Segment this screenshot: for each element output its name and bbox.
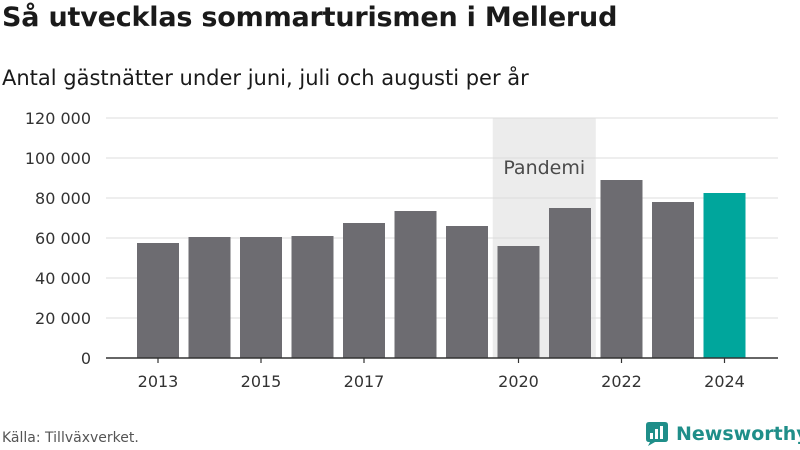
chart-title: Så utvecklas sommarturismen i Mellerud: [2, 2, 618, 33]
y-tick-label: 20 000: [35, 309, 91, 328]
newsworthy-logo-text: Newsworthy: [676, 423, 800, 445]
y-tick-label: 40 000: [35, 269, 91, 288]
bar-2021: [549, 208, 591, 358]
chart-subtitle: Antal gästnätter under juni, juli och au…: [2, 66, 529, 90]
bar-2016: [291, 236, 334, 358]
bar-2015: [240, 237, 282, 358]
bar-layer: [137, 180, 746, 358]
bar-2017: [343, 223, 385, 358]
y-tick-label: 100 000: [25, 149, 91, 168]
bar-chart: Pandemi 0 20 000 40 000 60 000 80 000 100 000…: [25, 109, 778, 391]
x-tick-label: 2013: [138, 372, 179, 391]
source-note: Källa: Tillväxverket.: [2, 430, 139, 446]
x-tick-label: 2024: [704, 372, 745, 391]
pandemic-band-label: Pandemi: [503, 157, 585, 179]
bar-2023: [652, 202, 694, 358]
newsworthy-logo-icon: [646, 422, 668, 446]
newsworthy-logo[interactable]: Newsworthy: [644, 420, 800, 448]
x-tick-label: 2015: [241, 372, 282, 391]
y-tick-label: 120 000: [25, 109, 91, 128]
x-tick-layer: 2013 2015 2017 2020 2022 2024: [106, 357, 778, 391]
y-tick-layer: 0 20 000 40 000 60 000 80 000 100 000 120 000: [25, 109, 91, 368]
x-tick-label: 2022: [601, 372, 642, 391]
bar-2018: [394, 211, 437, 358]
x-tick-label: 2017: [344, 372, 385, 391]
bar-2013: [137, 243, 179, 358]
y-tick-label: 0: [81, 349, 91, 368]
bar-2020: [497, 246, 540, 358]
bar-2022: [600, 180, 643, 358]
bar-2019: [446, 226, 488, 358]
bar-2014: [188, 237, 231, 358]
y-tick-label: 80 000: [35, 189, 91, 208]
x-tick-label: 2020: [498, 372, 539, 391]
y-tick-label: 60 000: [35, 229, 91, 248]
bar-2024: [703, 193, 746, 358]
